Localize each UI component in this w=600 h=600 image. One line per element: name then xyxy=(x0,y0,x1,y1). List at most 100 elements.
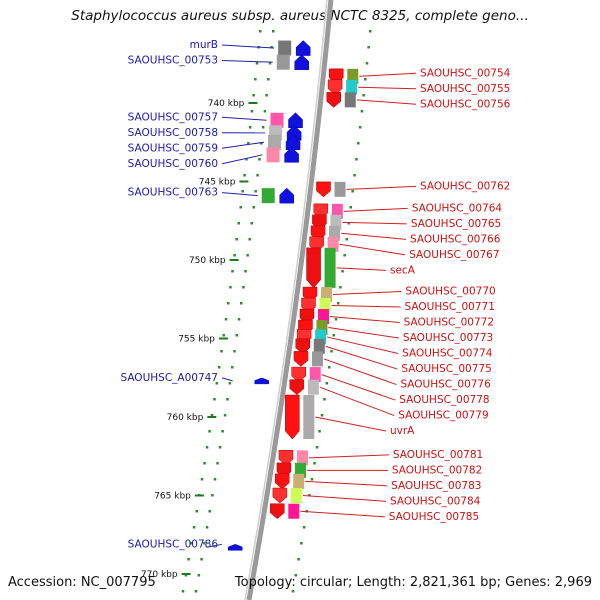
ring-dot xyxy=(260,142,263,145)
gene-label: SAOUHSC_00782 xyxy=(392,464,482,476)
gene-label: SAOUHSC_00758 xyxy=(128,127,218,139)
gene-label: SAOUHSC_00759 xyxy=(128,142,218,154)
ring-dot xyxy=(223,414,227,417)
ring-dot xyxy=(208,510,212,513)
gene-track-block xyxy=(288,503,300,519)
gene-track-block xyxy=(331,203,343,219)
ring-dot xyxy=(200,558,203,561)
gene-track-block xyxy=(266,147,280,163)
gene-label: SAOUHSC_00781 xyxy=(393,449,483,461)
gene-label: secA xyxy=(390,264,416,276)
gene-label: SAOUHSC_00773 xyxy=(403,332,493,344)
gene-arrow xyxy=(279,187,294,204)
leader-line xyxy=(305,480,388,487)
gene-arrow xyxy=(288,112,303,129)
gene-label: SAOUHSC_00760 xyxy=(128,158,218,170)
ring-dot xyxy=(184,574,188,577)
gene-arrow xyxy=(278,450,294,466)
map-title: Staphylococcus aureus subsp. aureus NCTC… xyxy=(71,8,529,24)
ring-dot xyxy=(208,430,211,433)
backbone-highlight xyxy=(244,0,328,600)
gene-label: SAOUHSC_00786 xyxy=(128,538,219,550)
ring-dot xyxy=(297,558,300,561)
gene-track-block xyxy=(315,329,327,345)
gene-label: SAOUHSC_00770 xyxy=(405,286,495,298)
backbone-line xyxy=(246,0,334,600)
gene-track-block xyxy=(296,450,308,466)
ring-dot xyxy=(233,254,236,257)
leader-line xyxy=(221,141,265,149)
gene-label: SAOUHSC_00771 xyxy=(405,301,495,313)
leader-line xyxy=(336,267,387,271)
gene-label: SAOUHSC_00785 xyxy=(389,511,479,523)
gene-track-block xyxy=(321,287,333,303)
accession-text: Accession: NC_007795 xyxy=(8,575,156,590)
leader-line xyxy=(329,316,400,324)
ring-dot xyxy=(226,398,229,401)
ring-dot xyxy=(323,398,326,401)
gene-arrow xyxy=(327,79,343,96)
gene-track-block xyxy=(319,298,331,314)
ring-dot xyxy=(263,110,267,113)
ring-dot xyxy=(197,574,201,577)
ring-dot xyxy=(181,590,185,593)
ring-dot xyxy=(310,478,314,481)
leader-line xyxy=(221,377,233,382)
gene-arrow xyxy=(284,146,299,163)
ring-dot xyxy=(349,206,352,209)
ring-dot xyxy=(250,222,253,225)
ring-dot xyxy=(237,222,240,225)
gene-track-block xyxy=(268,134,282,150)
ring-dot xyxy=(200,478,204,481)
ring-dot xyxy=(220,350,223,353)
ring-dot xyxy=(224,318,228,321)
leader-line xyxy=(302,495,387,502)
gene-label: SAOUHSC_00765 xyxy=(411,218,501,230)
leader-line xyxy=(221,44,275,49)
gene-label: SAOUHSC_00776 xyxy=(400,379,491,391)
leader-line xyxy=(343,207,408,212)
ring-dot xyxy=(320,414,324,417)
ring-dot xyxy=(235,238,238,241)
gene-label: SAOUHSC_A00747 xyxy=(120,372,218,384)
ring-dot xyxy=(368,30,372,33)
ring-dot xyxy=(244,270,247,273)
ring-dot xyxy=(255,62,259,65)
gene-label: SAOUHSC_00764 xyxy=(412,202,503,214)
gene-arrow xyxy=(272,487,288,504)
gene-track-block xyxy=(344,92,356,108)
leader-line xyxy=(339,243,406,256)
ring-dot xyxy=(210,414,214,417)
gene-track-block xyxy=(309,367,321,383)
leader-line xyxy=(308,454,389,459)
scale-tick-label: 770 kbp xyxy=(141,570,178,580)
leader-line xyxy=(346,185,417,190)
leader-line xyxy=(323,358,397,386)
ring-dot xyxy=(332,334,336,337)
gene-arrow xyxy=(326,92,342,108)
leader-line xyxy=(221,116,267,121)
ring-dot xyxy=(228,382,232,385)
gene-label: SAOUHSC_00767 xyxy=(409,249,499,261)
leader-line xyxy=(221,60,273,63)
gene-track-block xyxy=(261,188,275,204)
scale-tick-label: 765 kbp xyxy=(154,492,191,502)
leader-line xyxy=(206,543,223,548)
gene-arrow xyxy=(293,351,309,367)
ring-dot xyxy=(239,206,242,209)
gene-track-block xyxy=(294,462,306,478)
genome-summary-text: Topology: circular; Length: 2,821,361 bp… xyxy=(234,575,592,590)
gene-track-block xyxy=(347,68,359,84)
gene-label: SAOUHSC_00772 xyxy=(404,317,494,329)
ring-dot xyxy=(235,334,239,337)
gene-features xyxy=(227,40,359,551)
ring-dot xyxy=(258,30,262,33)
ring-dot xyxy=(233,350,236,353)
ring-dot xyxy=(213,398,216,401)
ring-dot xyxy=(367,46,370,49)
leader-line xyxy=(341,232,407,240)
leader-line xyxy=(300,510,385,518)
gene-arrow xyxy=(254,377,270,385)
gene-arrow xyxy=(295,40,311,56)
